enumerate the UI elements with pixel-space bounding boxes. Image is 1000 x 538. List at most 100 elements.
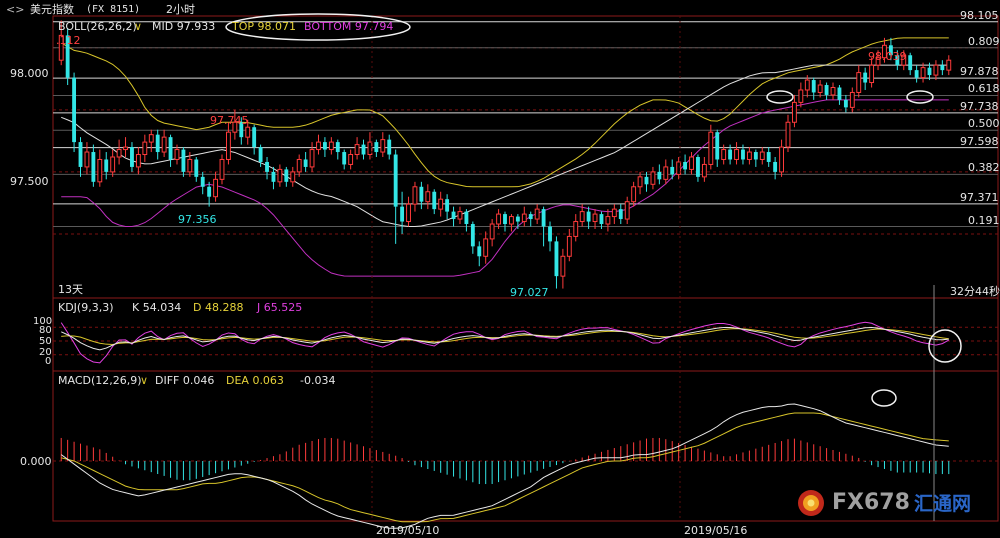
candle-body-up (933, 64, 939, 76)
candle-body-up (856, 72, 862, 93)
candle-body-down (908, 55, 913, 71)
candle-body-up (509, 216, 514, 225)
candle-body-down (824, 85, 829, 95)
candle-body-down (451, 211, 456, 220)
period-label[interactable]: 2小时 (166, 3, 195, 16)
kdj-axis-80: 80 (39, 325, 52, 336)
candle-body-up (830, 87, 836, 96)
candle-body-down (464, 211, 469, 225)
candle-body-down (393, 154, 398, 207)
macd-diff-line (60, 403, 949, 529)
candle-body-up (457, 211, 463, 220)
macd-dea-line (61, 412, 949, 523)
annotation-low-left: 97.356 (178, 213, 217, 226)
macd-value: -0.034 (300, 374, 336, 387)
candle-body-down (586, 211, 591, 222)
candle-body-up (213, 178, 219, 198)
kdj-lines (53, 321, 998, 364)
kdj-j: J 65.525 (257, 301, 303, 314)
candle-body-down (322, 142, 327, 150)
candle-body-down (728, 149, 733, 160)
price-tick-97500: 97.500 (10, 175, 49, 188)
candle-body-down (207, 186, 212, 197)
candle-body-up (817, 84, 823, 93)
candle-body-up (148, 134, 154, 143)
candle-body-up (875, 57, 881, 66)
watermark-text: FX678 (832, 490, 910, 515)
kdj-j-line (60, 321, 950, 364)
fibonacci-lines (53, 21, 998, 227)
candle-body-up (142, 141, 148, 156)
candle-body-up (663, 166, 669, 180)
candle-body-down (888, 45, 893, 56)
date-label-2: 2019/05/16 (684, 524, 748, 537)
candle-body-up (367, 141, 373, 156)
fib-ratio-label: 0.618 (968, 82, 1000, 96)
candle-body-up (785, 121, 791, 148)
candle-body-up (116, 149, 122, 158)
nav-glyph[interactable]: <> (6, 3, 25, 16)
candle-body-up (354, 144, 360, 156)
candle-body-down (644, 176, 649, 185)
candle-body-down (470, 224, 475, 247)
candle-body-up (920, 67, 926, 79)
fib-ratio-label: 0.809 (968, 34, 1000, 48)
candle-body-down (599, 214, 604, 225)
candle-body-up (316, 141, 321, 151)
chevron-down-icon[interactable]: ∨ (140, 374, 149, 387)
candle-body-up (245, 126, 251, 138)
candle-body-up (637, 176, 643, 188)
macd-series (53, 403, 998, 529)
date-label-1: 2019/05/10 (376, 524, 440, 537)
candle-body-down (503, 214, 507, 225)
candle-body-down (432, 191, 437, 210)
candle-body-down (657, 171, 662, 180)
kdj-name: KDJ(9,3,3) (58, 301, 114, 314)
candle-body-up (676, 161, 682, 175)
candle-body-down (78, 142, 83, 167)
fib-ratio-label: 0.500 (968, 117, 1000, 131)
candle-body-up (701, 163, 707, 178)
boll-top: TOP 98.071 (232, 20, 296, 33)
main-grid (53, 47, 998, 235)
macd-dea: DEA 0.063 (226, 374, 284, 387)
price-tick-98000: 98.000 (10, 67, 49, 80)
candle-body-up (380, 139, 386, 153)
candle-body-up (123, 146, 128, 151)
candle-body-up (309, 149, 315, 168)
candle-body-down (843, 99, 848, 108)
bollinger-bands (60, 37, 949, 277)
macd-highlight-circle (871, 389, 897, 407)
candle-body-down (683, 161, 688, 170)
candle-body-up (611, 208, 617, 218)
candle-body-up (84, 151, 90, 168)
candle-body-up (946, 59, 952, 71)
candle-body-down (387, 139, 392, 155)
candle-body-down (284, 169, 289, 182)
candle-body-down (104, 159, 109, 172)
candle-body-down (618, 209, 623, 220)
candle-body-down (766, 152, 771, 162)
candle-body-up (882, 44, 887, 59)
candle-body-down (130, 147, 134, 167)
candle-body-down (361, 144, 366, 155)
price-partial-top: .112 (56, 34, 81, 47)
candle-body-down (753, 152, 758, 160)
annotation-high-left: 97.745 (210, 114, 249, 127)
kdj-axis-20: 20 (39, 347, 52, 358)
fib-price-label: 97.598 (960, 134, 999, 148)
candle-body-up (804, 79, 810, 91)
candle-body-down (940, 65, 945, 71)
candle-body-down (181, 149, 186, 172)
fib-ratio-label: 0.191 (968, 213, 1000, 227)
annotation-low-mid: 97.027 (510, 286, 549, 299)
candle-body-up (174, 149, 180, 160)
fib-price-label: 97.371 (960, 190, 999, 204)
boll-upper-line (60, 37, 949, 188)
candle-body-down (155, 134, 160, 153)
candle-body-up (721, 149, 727, 160)
kdj-k-line (61, 326, 949, 351)
candle-body-up (161, 136, 167, 153)
chevron-down-icon[interactable]: ∨ (134, 20, 143, 33)
candle-body-up (849, 91, 855, 108)
